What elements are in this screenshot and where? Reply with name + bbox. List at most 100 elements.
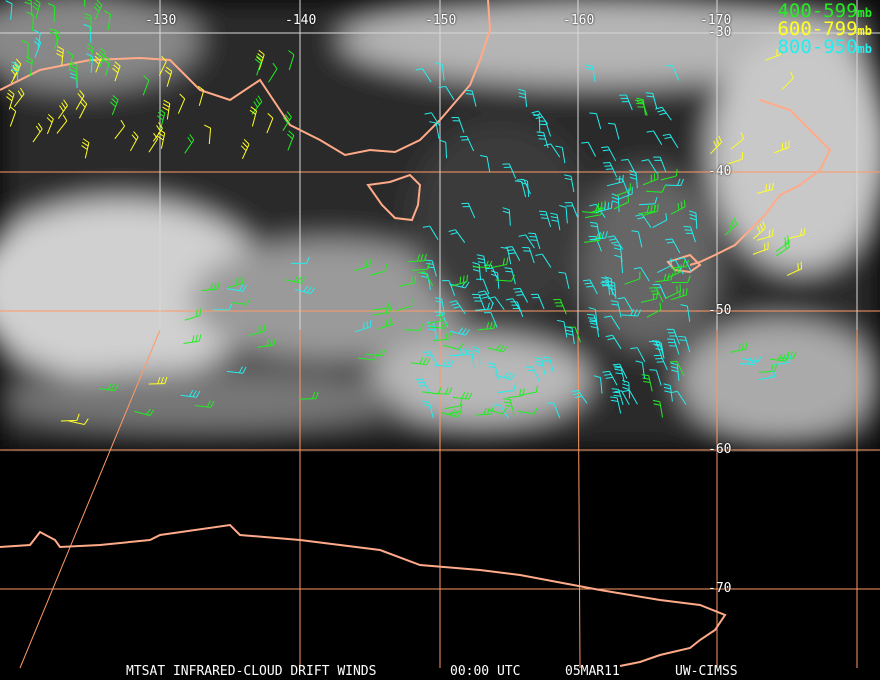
barb-flag	[680, 178, 684, 186]
barb-flag	[601, 276, 609, 280]
barb-staff	[618, 389, 624, 405]
wind-barb	[617, 297, 634, 312]
barb-flag	[610, 399, 619, 402]
barb-flag	[109, 101, 116, 107]
wind-barb	[663, 383, 673, 402]
barb-flag	[588, 320, 597, 323]
barb-flag	[598, 231, 601, 239]
barb-flag	[610, 300, 618, 303]
barb-flag	[654, 341, 662, 344]
barb-flag	[629, 169, 637, 173]
barb-flag	[458, 327, 464, 334]
barb-staff	[647, 159, 658, 174]
wind-barb	[786, 261, 803, 276]
barb-staff	[455, 229, 466, 243]
barb-staff	[556, 214, 561, 231]
barb-staff	[445, 142, 448, 159]
barb-staff	[32, 15, 34, 32]
barb-flag	[387, 301, 391, 309]
wind-barb	[21, 40, 29, 60]
wind-barb	[68, 418, 89, 425]
barb-staff	[607, 279, 611, 296]
barb-flag	[253, 101, 258, 108]
wind-barb	[129, 131, 139, 152]
barb-flag	[160, 376, 164, 384]
barb-flag	[297, 276, 302, 283]
barb-flag	[94, 55, 101, 62]
barb-flag	[510, 373, 516, 380]
wind-barb	[287, 130, 295, 151]
wind-barb	[97, 47, 107, 68]
barb-flag	[255, 55, 262, 61]
wind-barb	[112, 61, 121, 82]
barb-staff	[532, 366, 540, 382]
barb-flag	[164, 376, 168, 384]
barb-flag	[530, 239, 538, 241]
barb-flag	[759, 223, 764, 231]
barb-flag	[77, 93, 83, 100]
wind-barb	[631, 230, 643, 248]
barb-flag	[249, 109, 256, 115]
barb-flag	[66, 50, 74, 56]
barb-staff	[429, 225, 439, 241]
barb-staff	[543, 132, 549, 149]
wind-barb	[593, 375, 603, 394]
wind-barb	[542, 356, 555, 374]
wind-barb	[84, 13, 92, 33]
barb-staff	[354, 326, 371, 333]
barb-flag	[111, 98, 118, 104]
barb-flag	[488, 296, 496, 300]
barb-flag	[745, 342, 748, 350]
barb-flag	[269, 338, 273, 346]
barb-flag	[254, 58, 261, 64]
barb-flag	[392, 317, 395, 325]
wind-barb	[617, 186, 633, 201]
barb-flag	[589, 203, 597, 207]
barb-flag	[609, 238, 617, 241]
barb-staff	[764, 54, 781, 61]
barb-flag	[288, 50, 295, 56]
barb-staff	[478, 294, 486, 310]
barb-flag	[615, 372, 623, 375]
wind-barb	[104, 10, 112, 31]
barb-flag	[472, 346, 480, 350]
wind-barb	[57, 99, 68, 119]
barb-staff	[670, 266, 687, 269]
barb-staff	[494, 296, 505, 311]
wind-barb	[538, 120, 552, 137]
barb-flag	[683, 199, 686, 207]
wind-barb	[638, 204, 657, 215]
wind-barb	[670, 259, 689, 269]
barb-flag	[646, 130, 654, 133]
barb-flag	[448, 332, 452, 340]
caption-time: 00:00 UTC	[450, 664, 521, 679]
wind-barb	[646, 302, 662, 318]
barb-flag	[676, 178, 681, 186]
barb-flag	[551, 219, 559, 222]
wind-barb	[408, 253, 427, 263]
wind-barb	[248, 324, 266, 336]
wind-barb	[487, 344, 508, 353]
barb-staff	[114, 65, 121, 82]
wind-barb	[769, 353, 790, 362]
barb-staff	[641, 100, 648, 116]
barb-staff	[475, 308, 492, 311]
barb-staff	[690, 226, 696, 243]
barb-staff	[184, 315, 201, 321]
barb-staff	[471, 351, 475, 368]
barb-staff	[285, 279, 302, 284]
barb-staff	[655, 287, 664, 303]
barb-flag	[718, 135, 723, 143]
barb-staff	[10, 3, 13, 20]
barb-staff	[268, 68, 278, 83]
barb-flag	[654, 196, 658, 204]
wind-barb	[227, 276, 244, 289]
wind-barb	[555, 145, 566, 164]
barb-flag	[589, 112, 597, 115]
barb-staff	[443, 344, 460, 350]
wind-barb	[652, 399, 664, 418]
barb-staff	[724, 224, 738, 236]
barb-staff	[29, 60, 33, 77]
barb-staff	[396, 305, 412, 312]
wind-barb	[294, 285, 316, 295]
